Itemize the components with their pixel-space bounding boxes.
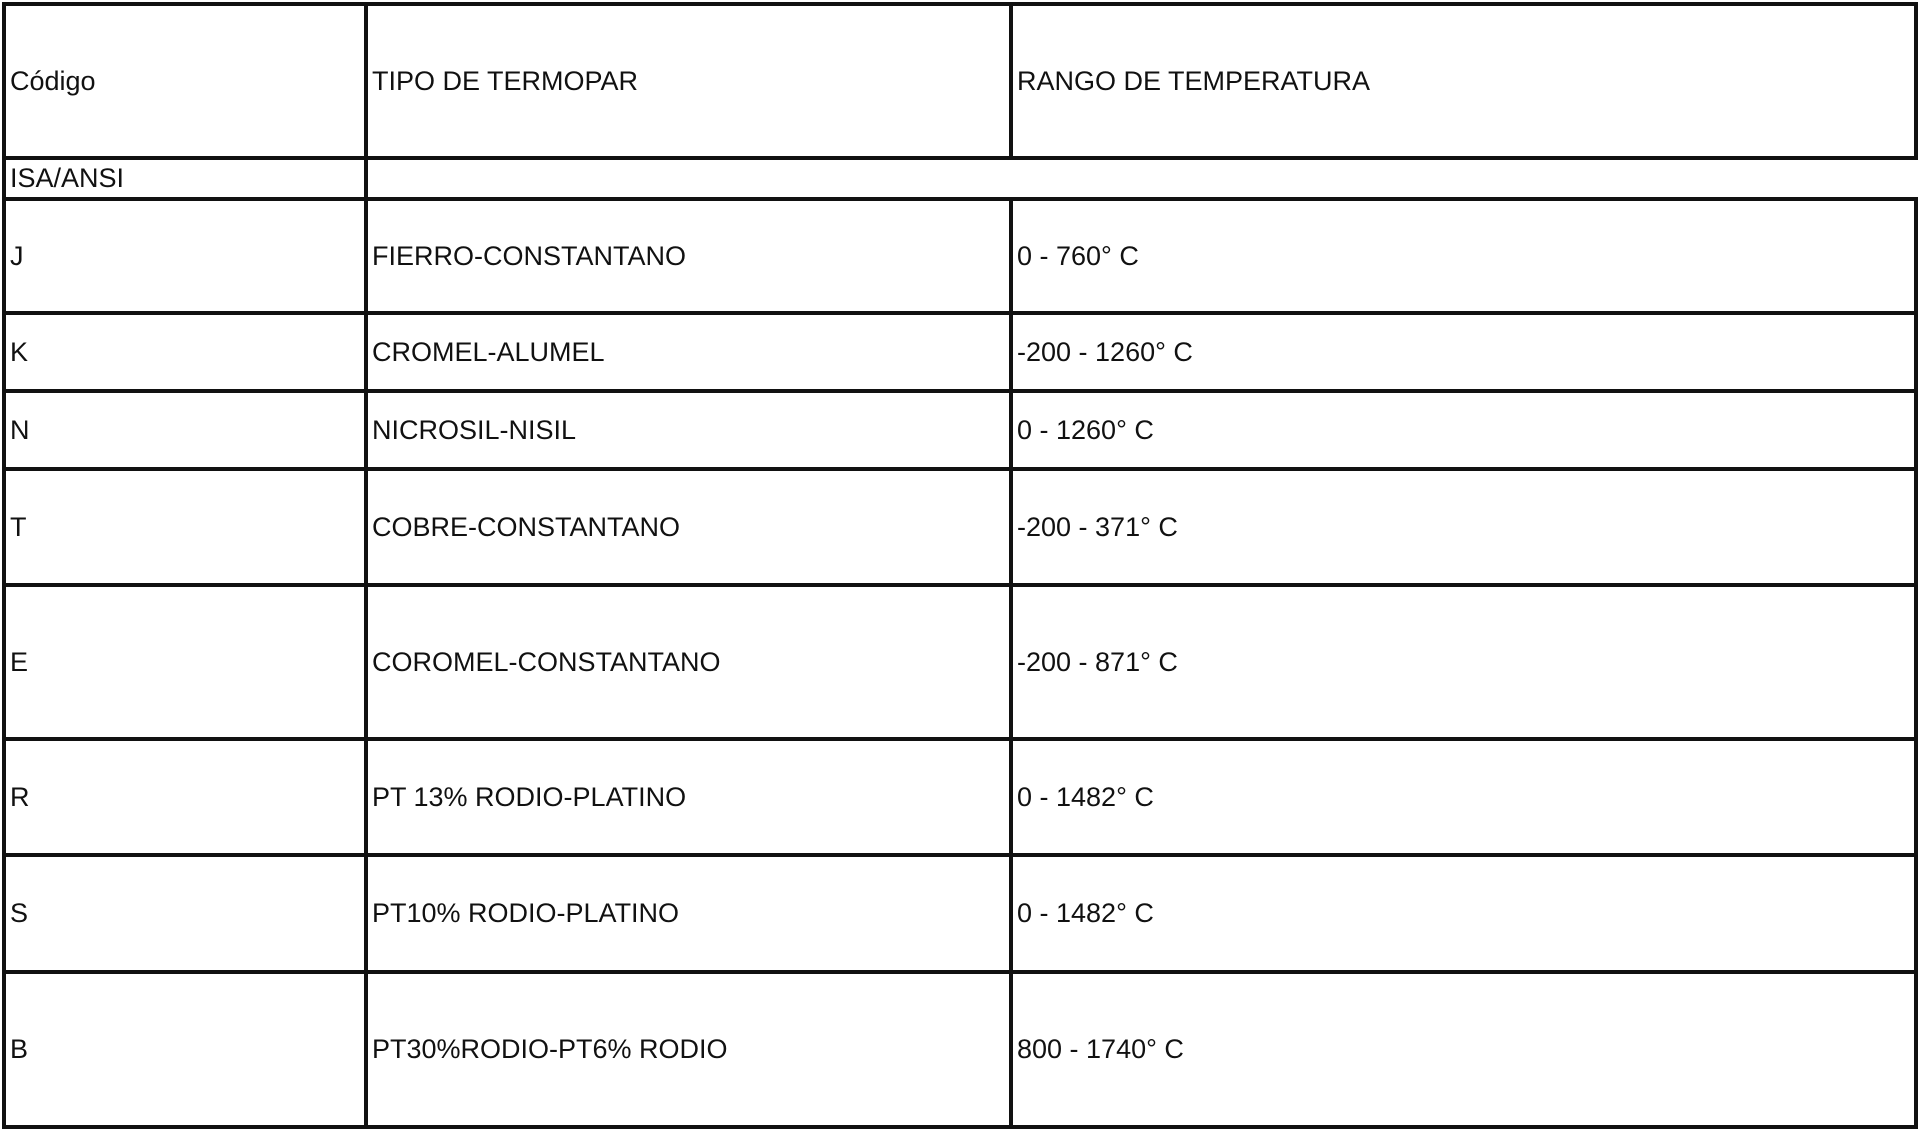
cell-type: PT 13% RODIO-PLATINO — [364, 737, 1013, 857]
header-row: Código TIPO DE TERMOPAR RANGO DE TEMPERA… — [2, 2, 1918, 160]
cell-type: COROMEL-CONSTANTANO — [364, 583, 1013, 741]
subheader-standard: ISA/ANSI — [2, 156, 368, 201]
cell-range: 0 - 1482° C — [1009, 853, 1918, 974]
subheader-empty — [364, 156, 1918, 201]
cell-type: COBRE-CONSTANTANO — [364, 467, 1013, 587]
table-row: T COBRE-CONSTANTANO -200 - 371° C — [2, 467, 1918, 587]
cell-range: 0 - 1482° C — [1009, 737, 1918, 857]
table-row: E COROMEL-CONSTANTANO -200 - 871° C — [2, 583, 1918, 741]
cell-code: T — [2, 467, 368, 587]
table-row: B PT30%RODIO-PT6% RODIO 800 - 1740° C — [2, 970, 1918, 1129]
cell-code: R — [2, 737, 368, 857]
header-code: Código — [2, 2, 368, 160]
cell-type: NICROSIL-NISIL — [364, 389, 1013, 471]
table-row: R PT 13% RODIO-PLATINO 0 - 1482° C — [2, 737, 1918, 857]
cell-range: 0 - 1260° C — [1009, 389, 1918, 471]
table-row: S PT10% RODIO-PLATINO 0 - 1482° C — [2, 853, 1918, 974]
cell-range: -200 - 1260° C — [1009, 311, 1918, 393]
table-row: K CROMEL-ALUMEL -200 - 1260° C — [2, 311, 1918, 393]
cell-range: 0 - 760° C — [1009, 197, 1918, 315]
table-row: N NICROSIL-NISIL 0 - 1260° C — [2, 389, 1918, 471]
cell-code: B — [2, 970, 368, 1129]
cell-type: CROMEL-ALUMEL — [364, 311, 1013, 393]
cell-code: K — [2, 311, 368, 393]
cell-range: -200 - 371° C — [1009, 467, 1918, 587]
cell-type: FIERRO-CONSTANTANO — [364, 197, 1013, 315]
header-range: RANGO DE TEMPERATURA — [1009, 2, 1918, 160]
cell-code: S — [2, 853, 368, 974]
header-type: TIPO DE TERMOPAR — [364, 2, 1013, 160]
cell-type: PT30%RODIO-PT6% RODIO — [364, 970, 1013, 1129]
cell-code: E — [2, 583, 368, 741]
cell-code: N — [2, 389, 368, 471]
cell-range: 800 - 1740° C — [1009, 970, 1918, 1129]
subheader-row: ISA/ANSI — [2, 156, 1918, 201]
cell-type: PT10% RODIO-PLATINO — [364, 853, 1013, 974]
cell-range: -200 - 871° C — [1009, 583, 1918, 741]
table-row: J FIERRO-CONSTANTANO 0 - 760° C — [2, 197, 1918, 315]
cell-code: J — [2, 197, 368, 315]
